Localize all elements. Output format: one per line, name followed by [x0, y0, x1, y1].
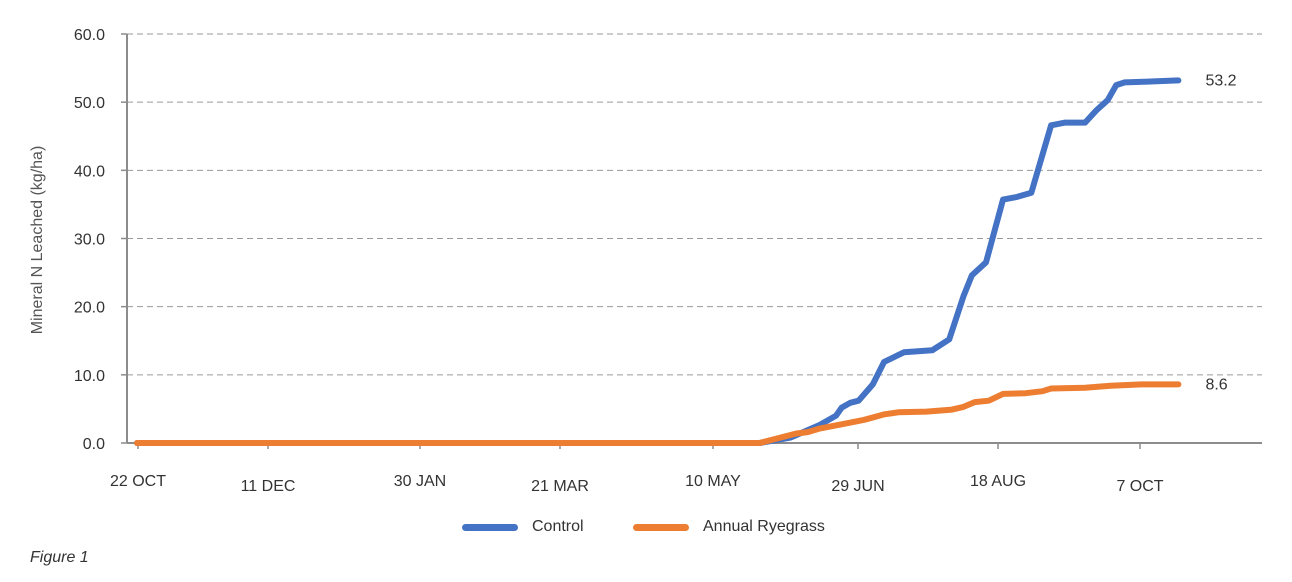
- y-tick-label: 0.0: [83, 436, 105, 453]
- x-tick-label: 21 MAR: [531, 478, 589, 495]
- series-line-control: [134, 77, 1182, 446]
- y-tick-label: 20.0: [74, 300, 105, 317]
- legend-label-annual-ryegrass: Annual Ryegrass: [703, 518, 825, 535]
- y-tick-label: 50.0: [74, 95, 105, 112]
- y-tick-label: 30.0: [74, 232, 105, 249]
- x-tick-label: 29 JUN: [831, 478, 884, 495]
- y-tick-label: 40.0: [74, 163, 105, 180]
- labels: 0.0 10.0 20.0 30.0 40.0 50.0 60.0 22 OCT 11 DEC 3…: [74, 27, 1237, 495]
- legend-item-annual-ryegrass: Annual Ryegrass: [633, 518, 825, 536]
- legend-swatch-annual-ryegrass: [633, 523, 689, 531]
- y-tick-label: 60.0: [74, 27, 105, 44]
- legend-label-control: Control: [532, 518, 584, 535]
- x-tick-label: 11 DEC: [241, 478, 296, 495]
- x-tick-label: 10 MAY: [685, 473, 741, 490]
- end-value-label-annual-ryegrass: 8.6: [1205, 376, 1227, 393]
- figure-caption: Figure 1: [30, 549, 89, 566]
- line-chart: 0.0 10.0 20.0 30.0 40.0 50.0 60.0 22 OCT 11 DEC 3…: [29, 27, 1262, 495]
- x-tick-label: 22 OCT: [110, 473, 166, 490]
- y-tick-label: 10.0: [74, 368, 105, 385]
- legend-swatch-control: [462, 523, 518, 531]
- x-tick-label: 30 JAN: [394, 473, 446, 490]
- x-tick-label: 7 OCT: [1116, 478, 1163, 495]
- gridlines: [127, 33, 1262, 376]
- legend: Control Annual Ryegrass: [0, 518, 1292, 542]
- legend-item-control: Control: [462, 518, 584, 536]
- x-tick-label: 18 AUG: [970, 473, 1026, 490]
- series-line-annual-ryegrass: [134, 381, 1182, 446]
- series-lines: [134, 77, 1182, 446]
- end-value-label-control: 53.2: [1205, 72, 1236, 89]
- y-axis-title: Mineral N Leached (kg/ha): [29, 146, 46, 335]
